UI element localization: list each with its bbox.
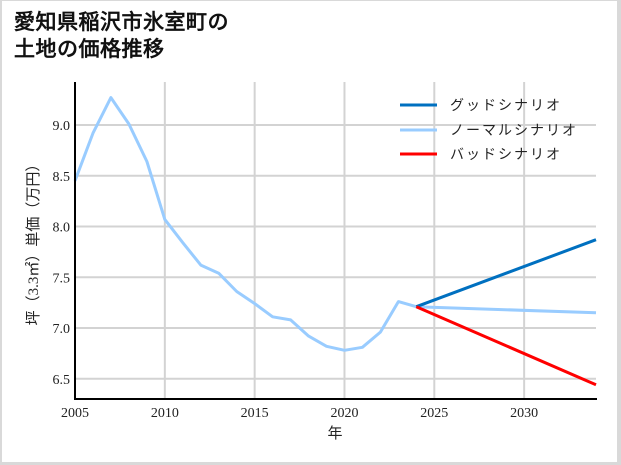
chart-title-line-2: 土地の価格推移	[14, 37, 165, 61]
x-tick-label: 2015	[241, 406, 269, 421]
chart-title-line-1: 愛知県稲沢市氷室町の	[14, 10, 229, 34]
y-tick-label: 7.0	[53, 322, 71, 337]
y-tick-label: 7.5	[53, 271, 71, 286]
series-line-2	[415, 305, 597, 387]
x-tick-labels: 2005 2010 2015 2020 2025 2030	[61, 406, 538, 421]
y-tick-labels: 6.5 7.0 7.5 8.0 8.5 9.0	[53, 119, 71, 388]
series-lines	[73, 96, 597, 387]
y-tick-label: 8.5	[53, 170, 71, 185]
x-tick-label: 2030	[510, 406, 538, 421]
y-tick-label: 9.0	[53, 119, 71, 134]
series-line-1	[73, 96, 597, 352]
axes	[74, 82, 597, 400]
legend-label: バッドシナリオ	[450, 148, 562, 163]
y-axis-label: 坪（3.3㎡）単価（万円）	[25, 157, 42, 326]
y-tick-label: 8.0	[53, 221, 71, 236]
x-tick-label: 2025	[420, 406, 448, 421]
chart-title: 愛知県稲沢市氷室町の 土地の価格推移	[14, 9, 229, 63]
x-tick-label: 2010	[151, 406, 179, 421]
x-axis-label: 年	[327, 425, 342, 442]
y-tick-label: 6.5	[53, 373, 71, 388]
legend-label: ノーマルシナリオ	[450, 124, 578, 139]
series-line-0	[415, 238, 597, 309]
legend-label: グッドシナリオ	[450, 98, 562, 114]
x-tick-label: 2005	[61, 406, 89, 421]
x-tick-label: 2020	[330, 406, 358, 421]
